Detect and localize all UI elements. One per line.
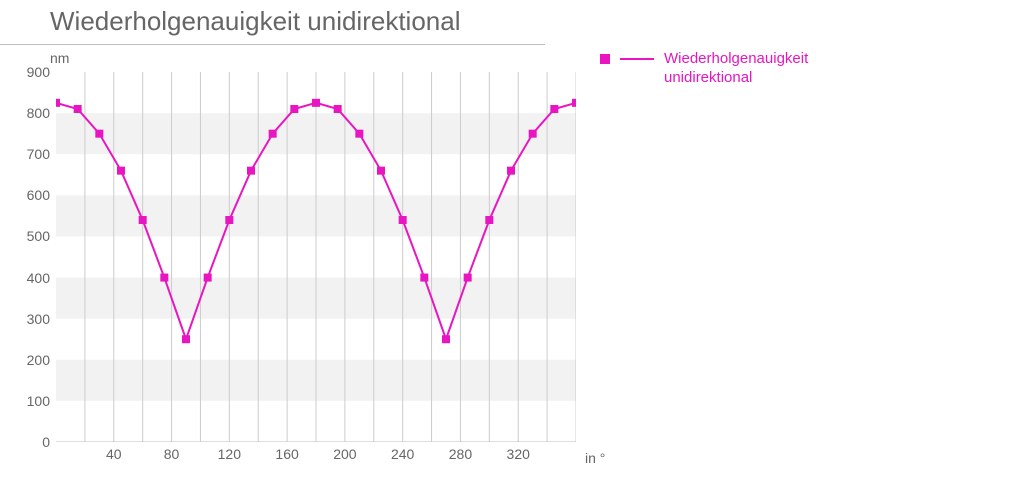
legend-line-icon: [620, 58, 654, 60]
y-tick-label: 0: [10, 434, 50, 450]
title-underline: [0, 44, 545, 45]
x-tick-label: 200: [333, 446, 356, 462]
legend: Wiederholgenauigkeit unidirektional: [600, 50, 864, 88]
y-tick-label: 500: [10, 228, 50, 244]
y-tick-label: 100: [10, 393, 50, 409]
x-tick-label: 80: [164, 446, 180, 462]
x-tick-label: 120: [218, 446, 241, 462]
legend-marker-icon: [600, 54, 610, 64]
x-tick-label: 40: [106, 446, 122, 462]
chart-title: Wiederholgenauigkeit unidirektional: [50, 6, 460, 37]
y-tick-label: 600: [10, 187, 50, 203]
x-tick-label: 160: [275, 446, 298, 462]
y-tick-label: 200: [10, 352, 50, 368]
y-tick-label: 700: [10, 146, 50, 162]
x-tick-label: 240: [391, 446, 414, 462]
plot-area: 0100200300400500600700800900408012016020…: [56, 72, 576, 442]
chart-container: Wiederholgenauigkeit unidirektional nm 0…: [0, 0, 1015, 500]
legend-label: Wiederholgenauigkeit unidirektional: [664, 50, 864, 88]
x-tick-label: 320: [507, 446, 530, 462]
y-tick-label: 400: [10, 270, 50, 286]
y-axis-unit: nm: [50, 50, 69, 66]
y-tick-label: 300: [10, 311, 50, 327]
y-tick-label: 800: [10, 105, 50, 121]
x-tick-label: 280: [449, 446, 472, 462]
y-tick-label: 900: [10, 64, 50, 80]
x-axis-unit: in °: [585, 450, 605, 466]
